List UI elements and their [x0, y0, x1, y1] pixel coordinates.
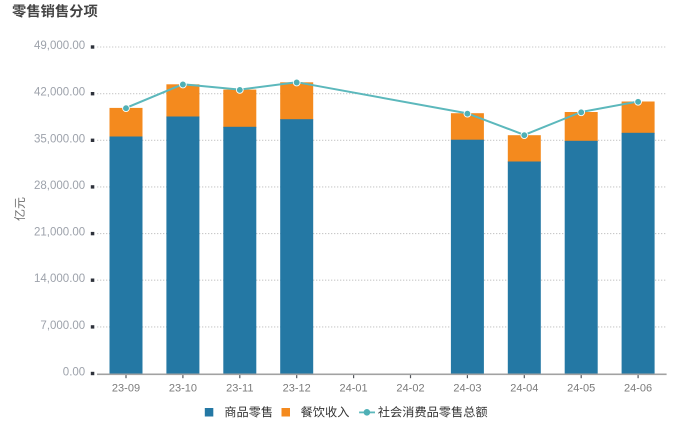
svg-text:49,000.00: 49,000.00	[34, 40, 85, 52]
svg-text:21,000.00: 21,000.00	[34, 227, 85, 239]
svg-text:24-04: 24-04	[510, 383, 538, 395]
svg-text:24-05: 24-05	[567, 383, 595, 395]
svg-text:24-02: 24-02	[396, 383, 424, 395]
svg-text:14,000.00: 14,000.00	[34, 273, 85, 285]
svg-text:24-01: 24-01	[340, 383, 368, 395]
svg-text:28,000.00: 28,000.00	[34, 180, 85, 192]
svg-text:7,000.00: 7,000.00	[40, 320, 85, 332]
svg-text:23-12: 23-12	[283, 383, 311, 395]
svg-text:35,000.00: 35,000.00	[34, 133, 85, 145]
svg-text:0.00: 0.00	[63, 367, 85, 379]
svg-text:23-11: 23-11	[226, 383, 253, 395]
svg-text:24-03: 24-03	[453, 383, 481, 395]
svg-text:23-10: 23-10	[169, 383, 197, 395]
svg-text:24-06: 24-06	[624, 383, 652, 395]
svg-text:42,000.00: 42,000.00	[34, 87, 85, 99]
svg-text:23-09: 23-09	[112, 383, 140, 395]
